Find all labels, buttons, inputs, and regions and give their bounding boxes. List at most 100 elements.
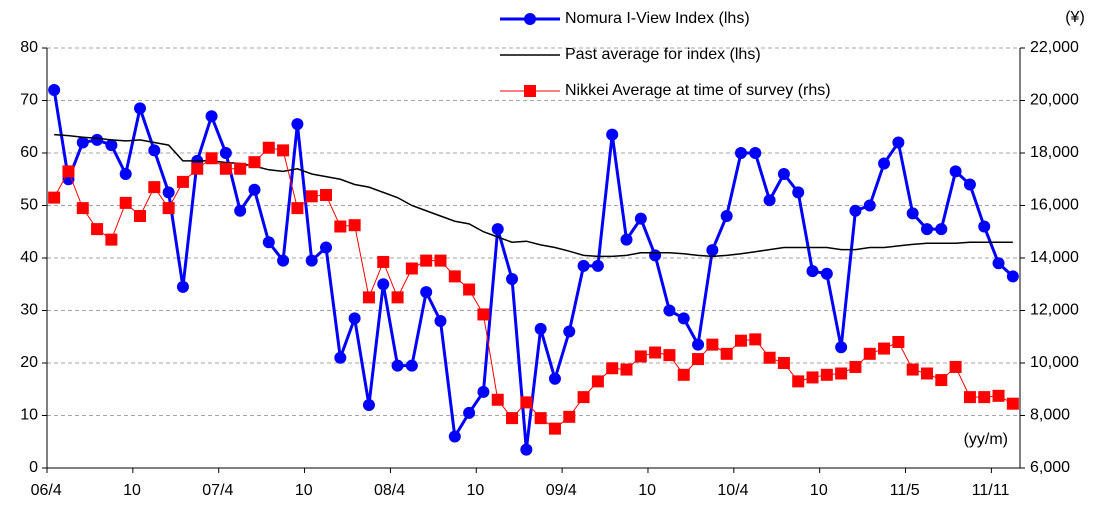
point: [978, 220, 991, 233]
y-tick-label: 30: [20, 302, 38, 319]
point: [649, 346, 662, 359]
point: [248, 156, 261, 169]
y-tick-label: 40: [20, 249, 38, 266]
y-tick-label: 0: [29, 459, 38, 476]
x-tick-label: 11/5: [890, 482, 920, 499]
x-tick-label: 06/4: [31, 482, 62, 499]
point: [119, 168, 132, 180]
point: [935, 223, 948, 236]
point: [391, 291, 404, 304]
point: [520, 396, 533, 409]
point: [62, 165, 75, 178]
point: [448, 270, 461, 283]
point: [191, 162, 204, 175]
point: [577, 259, 590, 272]
point: [463, 283, 476, 296]
series-line: [52, 89, 1014, 450]
legend-label: Past average for index (lhs): [565, 46, 761, 63]
point: [749, 333, 762, 346]
point: [491, 393, 504, 406]
point: [806, 265, 819, 278]
point: [634, 212, 647, 225]
point: [463, 406, 476, 419]
legend-label: Nikkei Average at time of survey (rhs): [565, 82, 831, 99]
point: [391, 359, 404, 372]
point: [920, 367, 933, 380]
point: [520, 443, 533, 456]
point: [377, 278, 390, 291]
y-tick-label: 50: [20, 197, 38, 214]
point: [162, 186, 175, 199]
point: [262, 141, 275, 154]
point: [205, 152, 218, 165]
point: [291, 118, 304, 131]
point: [119, 196, 132, 209]
x-tick-label: 08/4: [374, 482, 405, 499]
point: [949, 165, 962, 178]
point: [777, 168, 790, 180]
x-tick-label: 10/4: [717, 482, 748, 499]
point: [763, 351, 776, 364]
point: [534, 322, 547, 335]
point: [320, 241, 333, 254]
x-tick-label: 10: [467, 482, 485, 499]
point: [205, 110, 218, 123]
legend-label: Nomura I-View Index (lhs): [565, 10, 750, 27]
point: [162, 202, 175, 215]
point: [305, 254, 318, 267]
point: [563, 410, 576, 423]
point: [105, 233, 118, 246]
x-tick-label: 10: [810, 482, 828, 499]
point: [920, 223, 933, 236]
point: [649, 249, 662, 262]
point: [76, 136, 89, 149]
point: [835, 341, 848, 354]
point: [248, 183, 261, 196]
point: [434, 254, 447, 267]
point: [992, 389, 1005, 402]
point: [677, 312, 690, 325]
point: [148, 144, 161, 157]
point: [820, 267, 833, 280]
point: [792, 375, 805, 388]
point: [606, 362, 619, 375]
y2-tick-label: 18,000: [1030, 144, 1079, 161]
point: [234, 162, 247, 175]
legend-marker: [524, 13, 536, 25]
point: [48, 191, 61, 204]
point: [663, 304, 676, 317]
point: [963, 178, 976, 191]
y2-tick-label: 22,000: [1030, 39, 1079, 56]
point: [434, 315, 447, 327]
point: [506, 273, 519, 285]
point: [477, 308, 490, 321]
point: [634, 350, 647, 363]
y2-tick-label: 6,000: [1030, 459, 1070, 476]
point: [749, 147, 762, 159]
x-tick-label: 10: [123, 482, 141, 499]
point: [563, 325, 576, 338]
x-tick-label: 09/4: [546, 482, 577, 499]
point: [420, 286, 433, 299]
point: [1006, 397, 1019, 410]
point: [692, 338, 705, 351]
point: [591, 375, 604, 388]
point: [377, 255, 390, 268]
point: [405, 262, 418, 275]
point: [849, 204, 862, 217]
y-tick-label: 10: [20, 407, 38, 424]
point: [320, 189, 333, 201]
y-tick-label: 60: [20, 144, 38, 161]
point: [134, 210, 147, 222]
point: [720, 210, 733, 222]
y2-unit: (¥): [1065, 9, 1085, 26]
point: [992, 257, 1005, 270]
y2-tick-label: 20,000: [1030, 92, 1079, 109]
y-tick-label: 80: [20, 39, 38, 56]
point: [906, 207, 919, 220]
point: [219, 162, 232, 175]
point: [620, 363, 633, 376]
point: [734, 147, 747, 159]
point: [262, 236, 275, 249]
point: [863, 199, 876, 212]
